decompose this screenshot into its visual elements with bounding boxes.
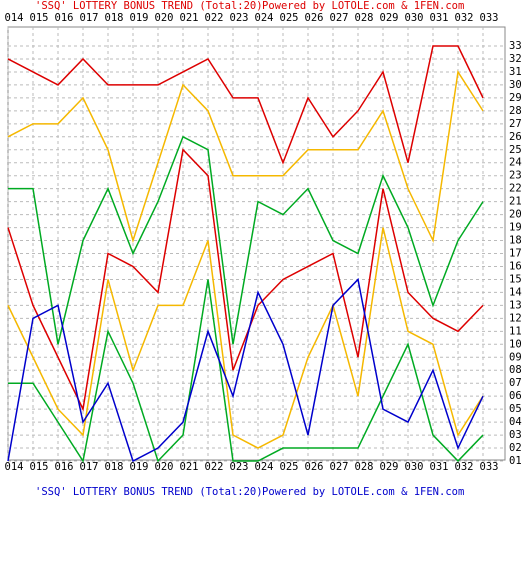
chart-subtitle-footer: Powered by LOTOLE.com & 1FEN.com [262,486,464,498]
x-tick-label: 031 [430,461,449,473]
y-tick-label: 08 [509,364,522,376]
x-tick-label: 024 [255,12,274,24]
y-tick-label: 15 [509,273,522,285]
x-tick-label: 016 [55,461,74,473]
x-tick-label: 028 [355,12,374,24]
x-tick-label: 032 [455,12,474,24]
y-tick-label: 25 [509,144,522,156]
x-tick-label: 023 [230,461,249,473]
x-tick-label: 017 [80,12,99,24]
y-tick-label: 23 [509,170,522,182]
y-tick-label: 33 [509,40,522,52]
series-line [7,45,484,165]
y-tick-label: 02 [509,442,522,454]
y-tick-label: 09 [509,351,522,363]
y-tick-label: 30 [509,79,522,91]
y-tick-label: 17 [509,248,522,260]
chart-title: 'SSQ' LOTTERY BONUS TREND (Total:20) [35,0,263,12]
y-tick-label: 20 [509,209,522,221]
x-tick-label: 021 [180,461,199,473]
x-tick-label: 032 [455,461,474,473]
x-tick-label: 019 [130,461,149,473]
series-line [8,279,484,463]
y-tick-label: 03 [509,429,522,441]
y-tick-label: 16 [509,260,522,272]
x-tick-label: 025 [280,12,299,24]
y-tick-label: 24 [509,157,522,169]
x-tick-label: 027 [330,12,349,24]
x-tick-label: 029 [380,12,399,24]
y-tick-label: 22 [509,183,522,195]
series-line [7,69,484,244]
y-tick-label: 05 [509,403,522,415]
y-tick-label: 32 [509,53,522,65]
x-tick-label: 026 [305,461,324,473]
x-tick-label: 022 [205,461,224,473]
x-tick-label: 029 [380,461,399,473]
series-line [7,148,484,412]
x-tick-label: 030 [405,12,424,24]
x-tick-label: 016 [55,12,74,24]
x-tick-label: 014 [5,461,24,473]
x-tick-label: 023 [230,12,249,24]
series-line [7,277,484,463]
x-tick-label: 015 [30,461,49,473]
y-tick-label: 26 [509,131,522,143]
x-tick-label: 020 [155,461,174,473]
x-tick-label: 021 [180,12,199,24]
chart-title-footer: 'SSQ' LOTTERY BONUS TREND (Total:20) [35,486,263,498]
y-tick-label: 10 [509,338,522,350]
y-tick-label: 27 [509,118,522,130]
y-tick-label: 14 [509,286,522,298]
x-tick-label: 033 [480,12,499,24]
series-line [7,227,484,449]
y-tick-label: 01 [509,455,522,467]
y-tick-label: 12 [509,312,522,324]
x-tick-label: 024 [255,461,274,473]
y-tick-label: 06 [509,390,522,402]
chart-subtitle: Powered by LOTOLE.com & 1FEN.com [262,0,464,12]
x-tick-label: 014 [5,12,24,24]
x-tick-label: 018 [105,461,124,473]
y-tick-label: 28 [509,105,522,117]
y-tick-label: 29 [509,92,522,104]
y-tick-label: 21 [509,196,522,208]
x-tick-label: 020 [155,12,174,24]
x-tick-label: 030 [405,461,424,473]
y-tick-label: 11 [509,325,522,337]
y-tick-label: 19 [509,222,522,234]
y-tick-label: 31 [509,66,522,78]
x-tick-label: 018 [105,12,124,24]
y-tick-label: 07 [509,377,522,389]
x-tick-label: 028 [355,461,374,473]
y-tick-label: 13 [509,299,522,311]
x-tick-label: 017 [80,461,99,473]
x-tick-label: 019 [130,12,149,24]
x-tick-label: 022 [205,12,224,24]
y-tick-label: 18 [509,235,522,247]
x-tick-label: 033 [480,461,499,473]
x-tick-label: 027 [330,461,349,473]
x-tick-label: 026 [305,12,324,24]
x-tick-label: 031 [430,12,449,24]
x-tick-label: 015 [30,12,49,24]
x-tick-label: 025 [280,461,299,473]
series-line [8,135,484,345]
y-tick-label: 04 [509,416,522,428]
